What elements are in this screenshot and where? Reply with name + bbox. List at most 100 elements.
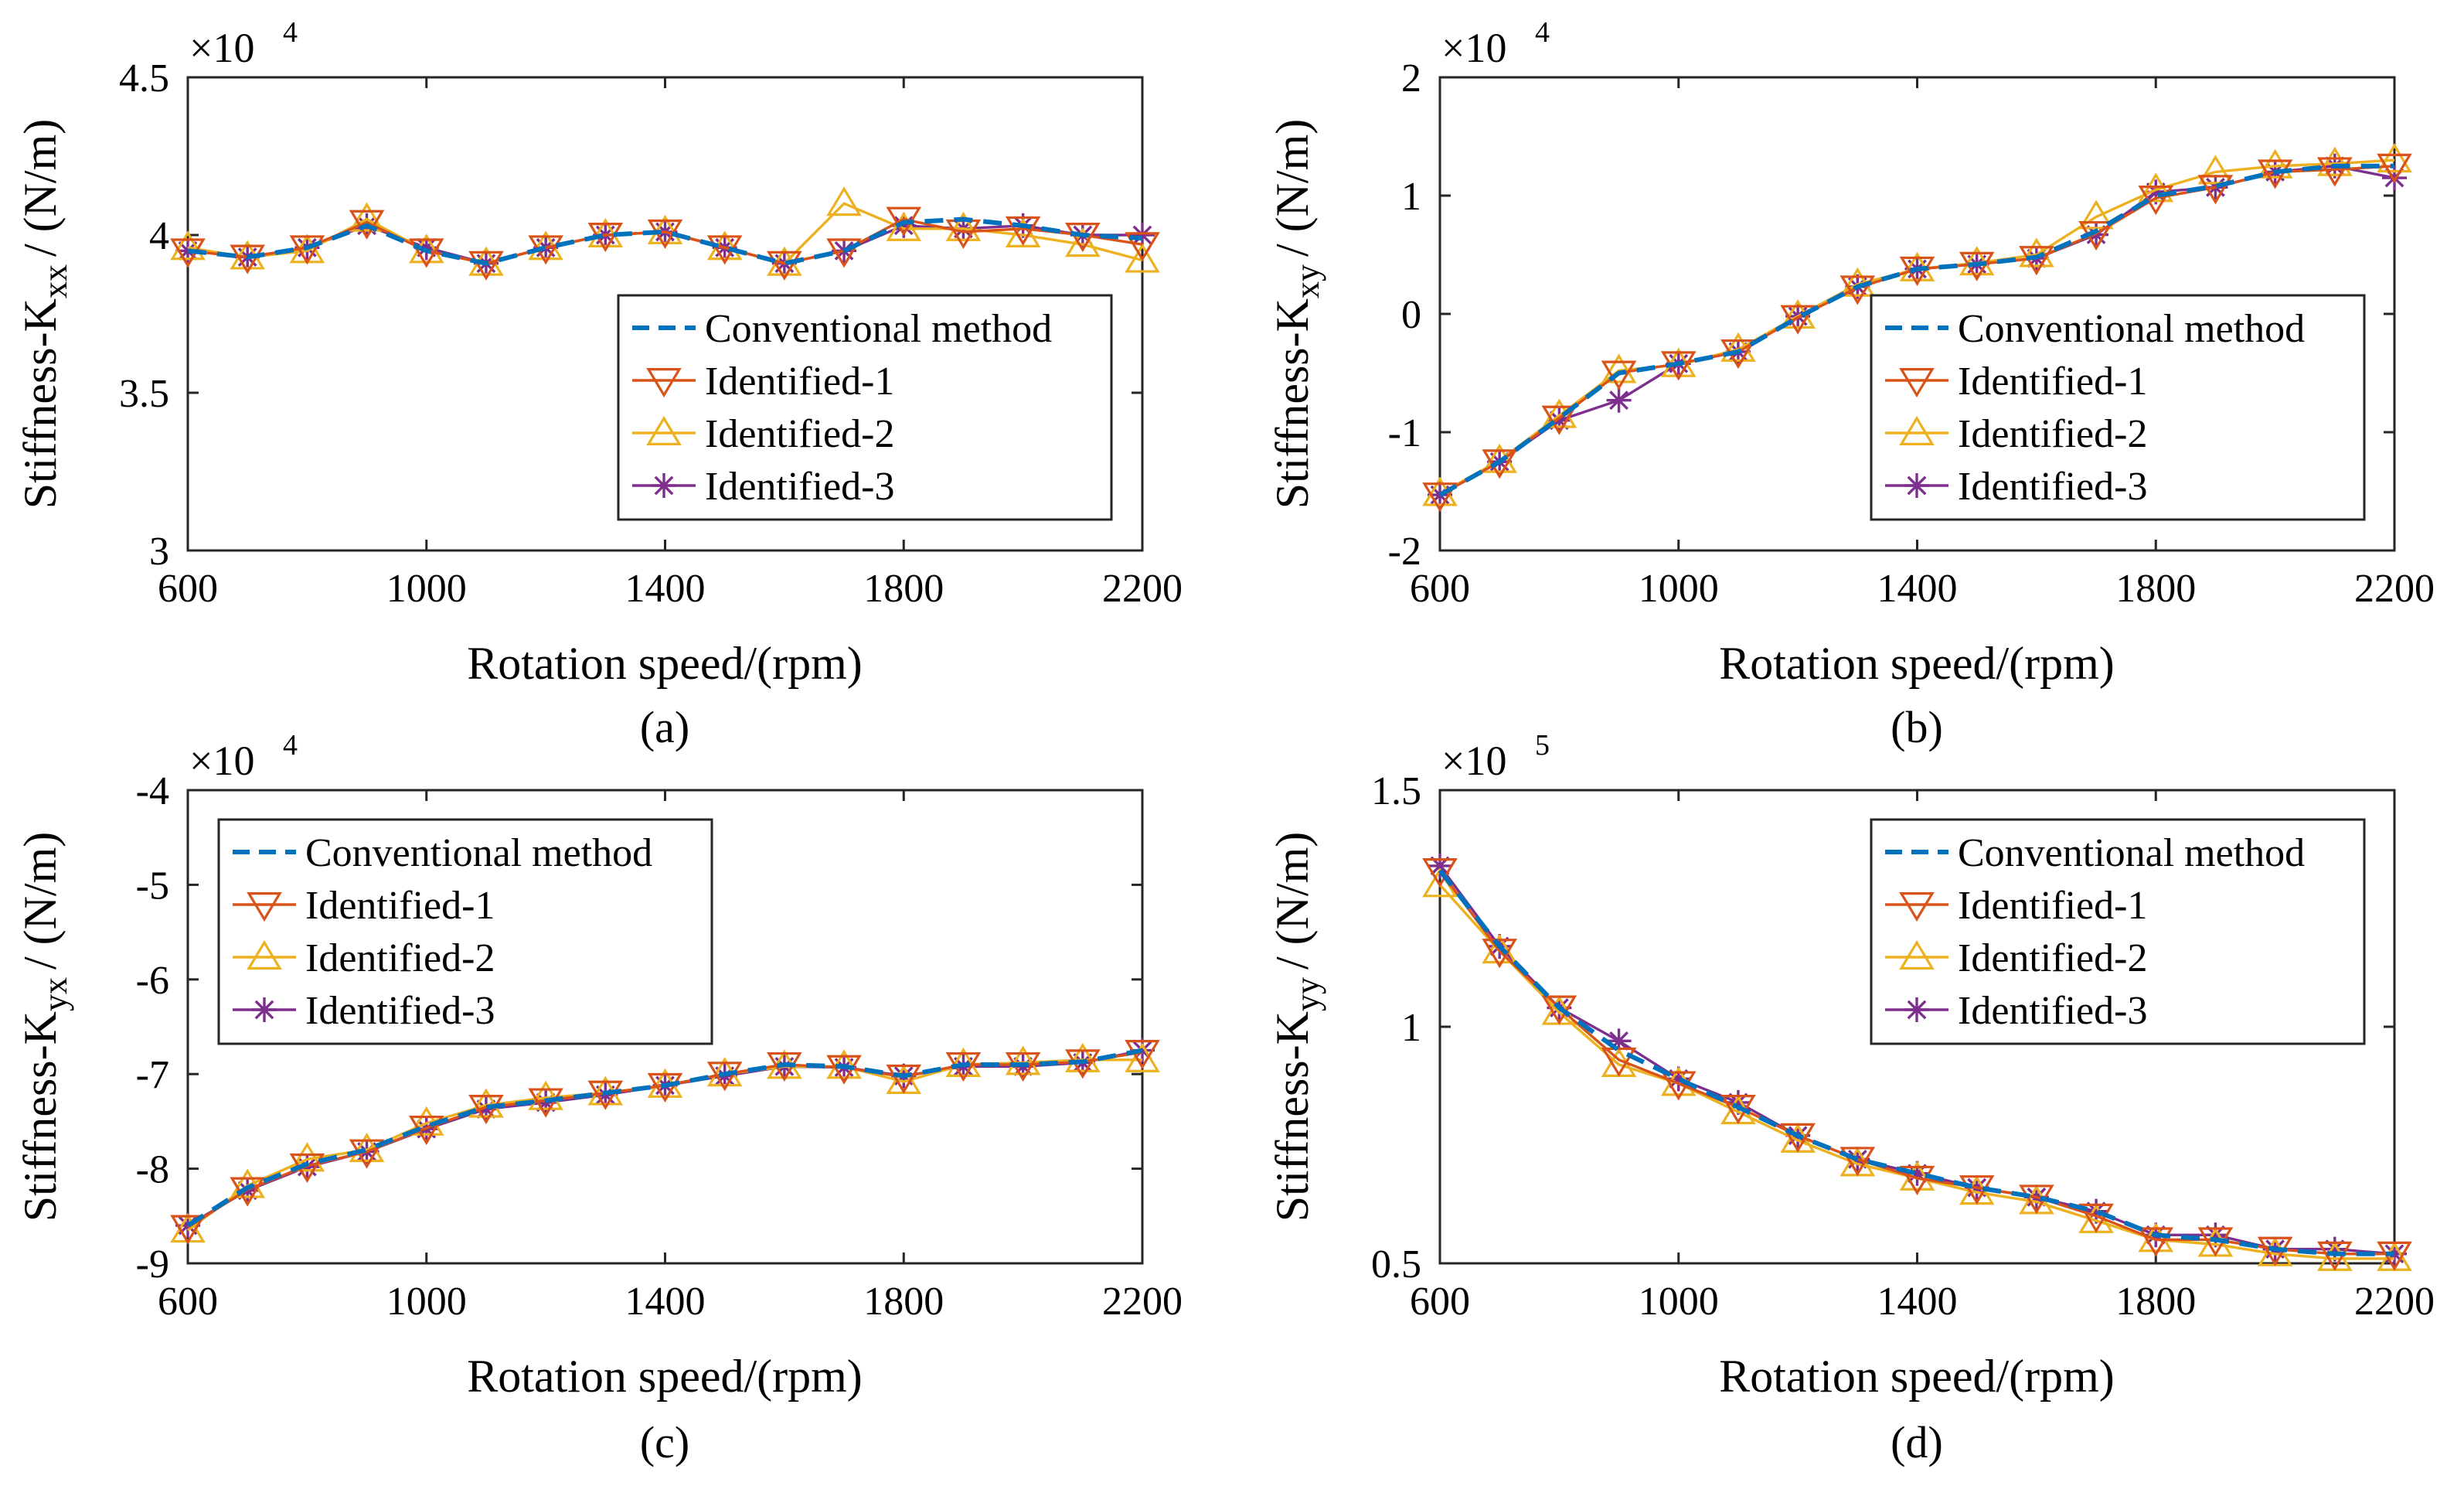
panel-a-point-identified-2-13	[945, 211, 982, 241]
panel-d-point-identified-1-4	[1660, 1071, 1697, 1101]
panel-b-ylabel-unit: / (N/m)	[1267, 119, 1318, 257]
panel-a-ylabel: Stiffness-Kxx / (N/m)	[15, 119, 74, 510]
panel-a-point-identified-1-5	[468, 251, 504, 281]
legend-swatch-identified-3	[1885, 997, 1948, 1022]
panel-a-xlabel: Rotation speed/(rpm)	[467, 638, 863, 689]
legend-label-identified-3: Identified-3	[305, 989, 495, 1033]
panel-d-point-identified-1-11	[2078, 1203, 2114, 1233]
panel-c-point-identified-2-13	[945, 1047, 982, 1077]
panel-a: 600 1000 1400 1800 2200 3 3.5 4 4.5 ×10 4 Stiffn…	[15, 16, 1183, 752]
panel-c-ytick-label-1: -8	[136, 1148, 169, 1192]
panel-b-point-identified-2-14	[2257, 148, 2293, 179]
panel-a-multiplier: ×10	[189, 25, 254, 71]
panel-d-point-identified-3-3	[1606, 1028, 1632, 1054]
panel-a-ytick-label-3: 4.5	[119, 56, 169, 101]
panel-d-ylabel-sub: yy	[1288, 977, 1326, 1011]
panel-c-point-identified-2-1	[230, 1168, 266, 1198]
legend-swatch-identified-1	[632, 367, 696, 398]
panel-b-point-identified-2-11	[2078, 199, 2114, 230]
legend-entry-conventional: Conventional method	[233, 831, 652, 875]
panel-c-point-identified-1-6	[528, 1088, 563, 1118]
panel-c: 600 1000 1400 1800 2200 -9 -8 -7 -6 -5 -4 ×10 4 St…	[15, 729, 1183, 1467]
panel-a-ytick-label-1: 3.5	[119, 372, 169, 416]
panel-c-point-identified-2-2	[289, 1142, 325, 1172]
legend-label-identified-2: Identified-2	[305, 936, 495, 980]
panel-b-ytick-label-2: 0	[1401, 293, 1421, 337]
legend-marker-identified-2	[247, 939, 282, 970]
panel-c-point-identified-3-5	[473, 1096, 499, 1122]
legend-marker-identified-3	[652, 473, 676, 498]
panel-a-xtick-label-1: 1000	[386, 567, 467, 611]
panel-d-xtick-label-3: 1800	[2115, 1280, 2196, 1324]
panel-a-point-identified-1-11	[826, 238, 862, 268]
panel-a-point-identified-1-1	[230, 244, 266, 274]
panel-b-point-identified-1-14	[2257, 159, 2293, 189]
legend-box	[217, 818, 713, 1045]
panel-c-ylabel-unit: / (N/m)	[15, 832, 66, 970]
panel-c-point-identified-2-16	[1125, 1042, 1160, 1072]
panel-d-point-identified-3-5	[1725, 1089, 1751, 1115]
panel-b-ytick-label-4: 2	[1401, 56, 1421, 101]
panel-d-point-identified-3-4	[1666, 1066, 1691, 1092]
panel-d-legend: Conventional method Identified-1 Identif…	[1870, 818, 2366, 1045]
legend-entry-identified-1: Identified-1	[1885, 360, 2147, 404]
panel-a-point-identified-1-16	[1125, 232, 1160, 262]
legend-label-conventional: Conventional method	[705, 307, 1052, 351]
panel-d-ytick-label-0: 0.5	[1371, 1242, 1421, 1287]
panel-c-xtick-label-1: 1000	[386, 1280, 467, 1324]
panel-a-point-identified-2-11	[826, 186, 862, 216]
legend-marker-identified-2	[1899, 415, 1935, 445]
panel-c-point-identified-1-12	[886, 1064, 922, 1094]
panel-a-point-identified-2-12	[886, 211, 922, 241]
panel-b-point-identified-3-2	[1547, 407, 1572, 433]
legend-entry-identified-1: Identified-1	[1885, 884, 2147, 928]
panel-a-point-identified-3-4	[414, 235, 439, 261]
legend-marker-identified-1	[1899, 367, 1935, 398]
legend-swatch-identified-1	[1885, 891, 1948, 922]
panel-a-line-conventional	[187, 216, 1143, 266]
panel-c-legend: Conventional method Identified-1 Identif…	[217, 818, 713, 1045]
panel-b-legend: Conventional method Identified-1 Identif…	[1870, 294, 2366, 521]
legend-swatch-identified-1	[1885, 367, 1948, 398]
legend-label-conventional: Conventional method	[305, 831, 652, 875]
panel-d: 600 1000 1400 1800 2200 0.5 1 1.5 ×10 5 Stiffne…	[1267, 729, 2435, 1467]
panel-a-point-identified-1-3	[349, 210, 385, 240]
panel-d-xlabel: Rotation speed/(rpm)	[1719, 1351, 2115, 1402]
panel-c-xtick-label-3: 1800	[863, 1280, 944, 1324]
panel-a-xtick-label-0: 600	[158, 567, 218, 611]
panel-a-point-identified-2-16	[1125, 243, 1160, 273]
panel-d-point-identified-1-8	[1899, 1165, 1935, 1195]
panel-c-point-identified-2-14	[1005, 1045, 1041, 1075]
legend-marker-identified-2	[1899, 939, 1935, 970]
panel-b-point-identified-1-13	[2197, 175, 2234, 205]
panel-a-xtick-label-2: 1400	[625, 567, 706, 611]
panel-c-point-identified-2-6	[528, 1080, 563, 1110]
panel-a-ylabel-unit: / (N/m)	[15, 119, 66, 257]
panel-b-point-identified-2-3	[1601, 353, 1637, 383]
panel-c-ytick-label-4: -5	[136, 864, 169, 908]
panel-b-xtick-label-4: 2200	[2354, 567, 2435, 611]
panel-c-ytick-label-5: -4	[136, 769, 169, 813]
panel-d-xtick-label-4: 2200	[2354, 1280, 2435, 1324]
legend-marker-identified-1	[646, 367, 682, 398]
panel-d-ytick-label-1: 1	[1401, 1006, 1421, 1050]
panel-b-point-identified-1-16	[2377, 153, 2412, 183]
panel-a-xtick-label-3: 1800	[863, 567, 944, 611]
legend-label-identified-2: Identified-2	[1958, 412, 2147, 456]
legend-swatch-identified-2	[1885, 939, 1948, 970]
panel-a-point-identified-3-12	[891, 213, 917, 238]
panel-b-line-conventional	[1438, 163, 2394, 497]
panel-d-point-identified-1-7	[1839, 1147, 1876, 1177]
legend-swatch-identified-3	[233, 997, 296, 1022]
panel-d-ytick-label-2: 1.5	[1371, 769, 1421, 813]
panel-d-xtick-label-2: 1400	[1877, 1280, 1958, 1324]
legend-label-identified-3: Identified-3	[1958, 465, 2147, 509]
legend-label-identified-3: Identified-3	[705, 465, 894, 509]
panel-b-series	[1422, 142, 2412, 513]
panel-d-xtick-label-0: 600	[1410, 1280, 1470, 1324]
panel-a-ticks: 600 1000 1400 1800 2200 3 3.5 4 4.5	[119, 56, 1183, 611]
panel-c-point-identified-3-0	[175, 1213, 200, 1239]
legend-swatch-identified-1	[233, 891, 296, 922]
panel-b-multiplier: ×10	[1441, 25, 1506, 71]
panel-b-ylabel: Stiffness-Kxy / (N/m)	[1267, 119, 1326, 510]
